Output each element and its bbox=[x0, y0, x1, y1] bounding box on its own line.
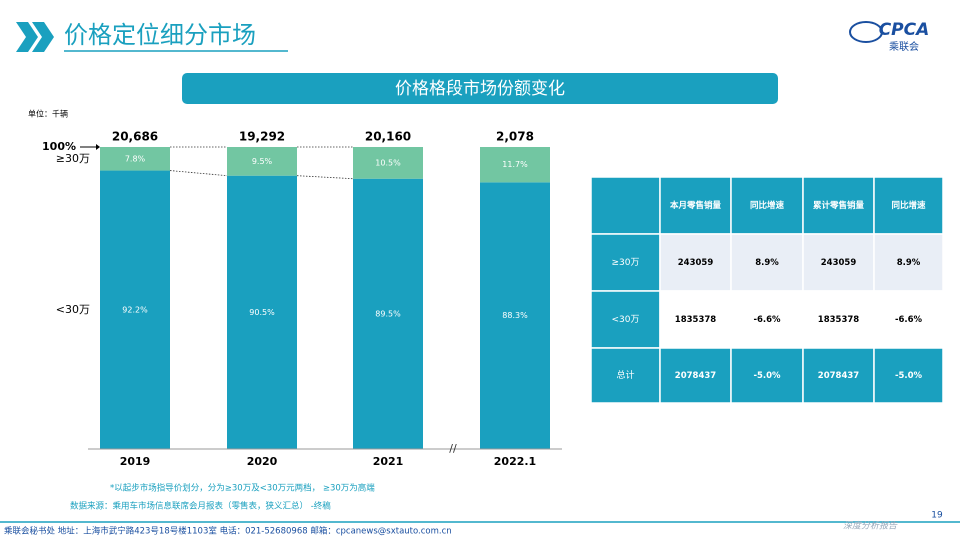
table-value: -5.0% bbox=[895, 371, 923, 381]
column-header: 本月零售销量 bbox=[670, 200, 722, 211]
table-value: -6.6% bbox=[753, 315, 781, 325]
table-cell bbox=[659, 347, 732, 404]
table-value: -5.0% bbox=[753, 371, 781, 381]
table-value: 2078437 bbox=[818, 371, 859, 381]
table-value: -6.6% bbox=[895, 315, 923, 325]
data-label: 11.7% bbox=[502, 160, 528, 169]
x-tick-label: 2020 bbox=[247, 455, 278, 468]
connector bbox=[296, 175, 354, 180]
legend-label: <30万 bbox=[56, 303, 90, 316]
row-label: 总计 bbox=[616, 369, 634, 381]
total-label: 20,686 bbox=[112, 130, 158, 144]
logo-sub: 乘联会 bbox=[889, 40, 919, 53]
page-number: 19 bbox=[931, 511, 943, 521]
table-cell bbox=[730, 347, 804, 404]
bar-segment bbox=[100, 147, 170, 171]
table-value: 243059 bbox=[821, 258, 857, 268]
connector bbox=[169, 170, 228, 177]
note: *以起步市场指导价划分，分为≥30万及<30万元两档， ≥30万为高端 bbox=[110, 483, 375, 494]
data-label: 90.5% bbox=[249, 308, 275, 317]
table-cell bbox=[873, 347, 944, 404]
table-cell bbox=[659, 290, 732, 349]
table-cell bbox=[659, 233, 732, 292]
table-cell bbox=[873, 290, 944, 349]
table-value: 8.9% bbox=[897, 258, 921, 268]
x-tick-label: 2019 bbox=[120, 455, 151, 468]
x-tick-label: 2021 bbox=[373, 455, 404, 468]
column-header: 同比增速 bbox=[891, 200, 926, 211]
page-title: 价格定位细分市场 bbox=[64, 21, 256, 49]
total-label: 2,078 bbox=[496, 130, 534, 144]
table-cell bbox=[802, 347, 875, 404]
table-cell bbox=[659, 176, 732, 235]
table-value: 8.9% bbox=[755, 258, 779, 268]
data-label: 9.5% bbox=[252, 157, 273, 166]
logo: CPCA bbox=[879, 20, 930, 40]
chart: 92.2% 7.8% 20,686 2019 90.5% 9.5% 19,292 2020 89… bbox=[42, 130, 562, 468]
x-tick-label: 2022.1 bbox=[494, 455, 536, 468]
title-icon bbox=[16, 22, 54, 52]
row-label: <30万 bbox=[612, 315, 640, 325]
total-label: 20,160 bbox=[365, 130, 411, 144]
logo-mark bbox=[849, 21, 883, 43]
column-header: 累计零售销量 bbox=[813, 200, 865, 211]
footer-tag: 深度分析报告 bbox=[843, 521, 898, 532]
bar-segment bbox=[227, 175, 297, 449]
table-value: 1835378 bbox=[818, 315, 859, 325]
table-value: 243059 bbox=[678, 258, 714, 268]
bar-segment bbox=[480, 182, 550, 450]
table-cell bbox=[590, 176, 661, 235]
legend-label: ≥30万 bbox=[56, 152, 90, 165]
bar-segment bbox=[227, 147, 297, 176]
footer-text: 乘联会秘书处 地址：上海市武宁路423号18号楼1103室 电话：021-526… bbox=[4, 526, 452, 537]
table-value: 2078437 bbox=[675, 371, 716, 381]
table-cell bbox=[873, 233, 944, 292]
unit: 单位：千辆 bbox=[28, 109, 68, 119]
table-cell bbox=[590, 347, 661, 404]
data-label: 92.2% bbox=[122, 305, 148, 314]
data-label: 88.3% bbox=[502, 311, 528, 320]
note: 数据来源：乘用车市场信息联席会月报表（零售表，狭义汇总） -终稿 bbox=[70, 501, 331, 512]
column-header: 同比增速 bbox=[750, 200, 785, 211]
bar-segment bbox=[353, 147, 423, 179]
bar-segment bbox=[100, 170, 170, 449]
arrow-head bbox=[96, 144, 100, 150]
table-cell bbox=[730, 290, 804, 349]
axis-break: // bbox=[449, 442, 457, 455]
data-label: 7.8% bbox=[125, 154, 146, 163]
table: 本月零售销量 同比增速 累计零售销量 同比增速 ≥30万 243059 8.9% 243059… bbox=[590, 176, 944, 404]
bar-segment bbox=[480, 147, 550, 183]
chart-title-bar bbox=[182, 73, 778, 104]
total-label: 19,292 bbox=[239, 130, 285, 144]
data-label: 10.5% bbox=[375, 158, 401, 167]
bar-segment bbox=[353, 178, 423, 449]
table-cell bbox=[802, 233, 875, 292]
row-label: ≥30万 bbox=[612, 258, 640, 268]
chart-title: 价格格段市场份额变化 bbox=[395, 79, 565, 99]
y-tick-label: 100% bbox=[42, 140, 76, 153]
data-label: 89.5% bbox=[375, 309, 401, 318]
table-value: 1835378 bbox=[675, 315, 716, 325]
